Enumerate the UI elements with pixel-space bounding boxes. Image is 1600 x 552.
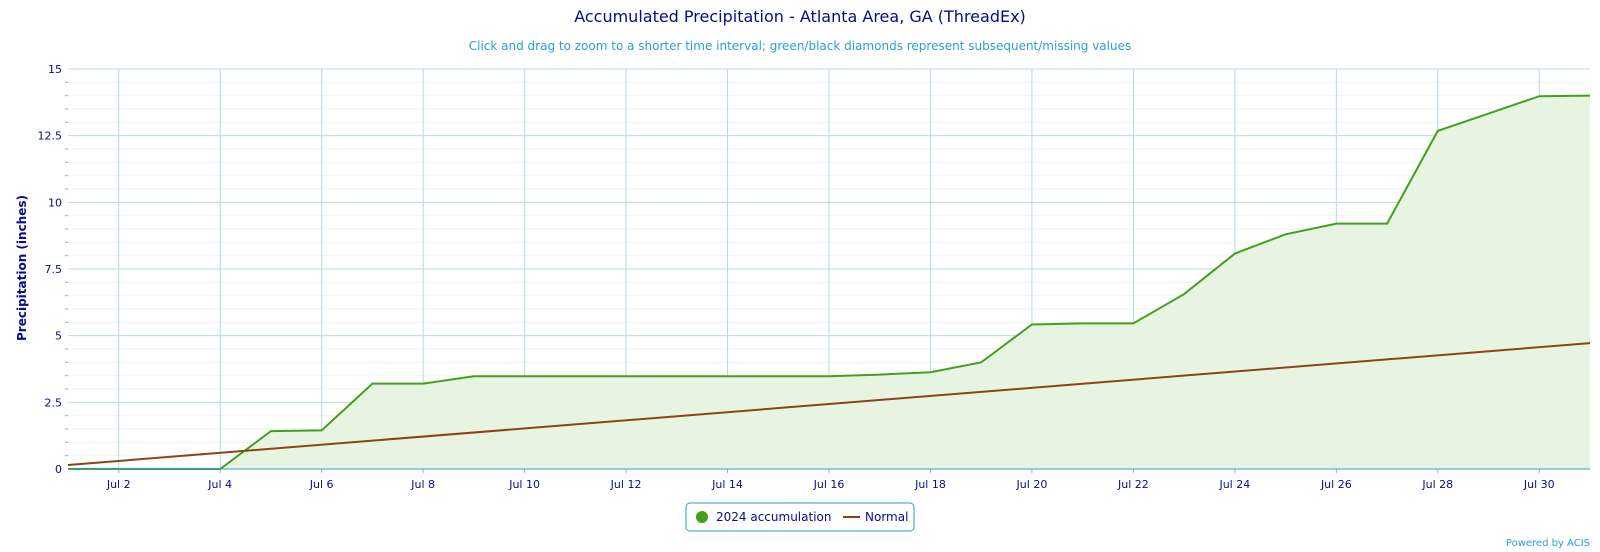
accumulation-point (1284, 233, 1287, 236)
chart-subtitle: Click and drag to zoom to a shorter time… (469, 39, 1131, 53)
x-tick-label: Jul 20 (1016, 478, 1048, 491)
accumulation-point (523, 375, 526, 378)
accumulation-point (422, 382, 425, 385)
x-tick-label: Jul 26 (1320, 478, 1352, 491)
accumulation-point (1436, 129, 1439, 132)
chart-title: Accumulated Precipitation - Atlanta Area… (574, 7, 1026, 26)
legend-marker-2024 (696, 511, 708, 523)
x-tick-label: Jul 8 (410, 478, 435, 491)
legend[interactable]: 2024 accumulation Normal (685, 502, 915, 532)
x-tick-label: Jul 16 (813, 478, 845, 491)
accumulation-point (269, 430, 272, 433)
accumulation-point (1081, 322, 1084, 325)
normal-line (67, 342, 1591, 466)
axes: 0 2.5 5 7.5 10 12.5 15 Jul 2 Jul 4 Jul 6 Jul 8 Jul … (38, 63, 1590, 491)
accumulation-point (726, 375, 729, 378)
accumulation-point (1183, 293, 1186, 296)
accumulation-point (574, 375, 577, 378)
accumulation-point (1132, 322, 1135, 325)
x-tick-label: Jul 14 (711, 478, 743, 491)
accumulation-point (1335, 222, 1338, 225)
y-tick-label: 2.5 (45, 396, 63, 409)
x-tick-label: Jul 10 (508, 478, 540, 491)
x-tick-label: Jul 24 (1218, 478, 1250, 491)
accumulation-area (68, 95, 1590, 470)
x-tick-label: Jul 22 (1117, 478, 1149, 491)
accumulation-point (828, 375, 831, 378)
accumulation-point (1589, 94, 1592, 97)
y-tick-label: 0 (55, 463, 62, 476)
accumulation-point (472, 375, 475, 378)
plot-area[interactable] (67, 94, 1592, 470)
y-tick-label: 5 (55, 330, 62, 343)
x-tick-label: Jul 18 (914, 478, 946, 491)
legend-item-normal[interactable]: Normal (843, 510, 908, 524)
y-tick-label: 10 (48, 196, 62, 209)
x-tick-label: Jul 6 (309, 478, 334, 491)
x-tick-label: Jul 30 (1523, 478, 1555, 491)
accumulation-point (1233, 252, 1236, 255)
y-tick-label: 7.5 (45, 263, 63, 276)
y-axis-label: Precipitation (inches) (15, 195, 29, 341)
accumulation-point (1386, 222, 1389, 225)
legend-label-normal: Normal (865, 510, 908, 524)
x-tick-label: Jul 2 (106, 478, 131, 491)
legend-item-2024[interactable]: 2024 accumulation (696, 510, 831, 524)
accumulation-line (68, 94, 1591, 470)
y-tick-label: 12.5 (38, 130, 63, 143)
accumulation-point (625, 375, 628, 378)
accumulation-point (371, 382, 374, 385)
x-tick-label: Jul 12 (610, 478, 642, 491)
accumulation-point (1487, 112, 1490, 115)
accumulation-point (980, 361, 983, 364)
accumulation-point (929, 371, 932, 374)
y-tick-label: 15 (48, 63, 62, 76)
accumulation-point (320, 429, 323, 432)
accumulation-point (1538, 95, 1541, 98)
accumulation-point (878, 373, 881, 376)
x-tick-label: Jul 28 (1421, 478, 1453, 491)
x-tick-label: Jul 4 (207, 478, 232, 491)
legend-label-2024: 2024 accumulation (716, 510, 831, 524)
credit-link[interactable]: Powered by ACIS (1506, 538, 1590, 549)
accumulation-point (1030, 323, 1033, 326)
accumulation-point (777, 375, 780, 378)
accumulation-point (675, 375, 678, 378)
